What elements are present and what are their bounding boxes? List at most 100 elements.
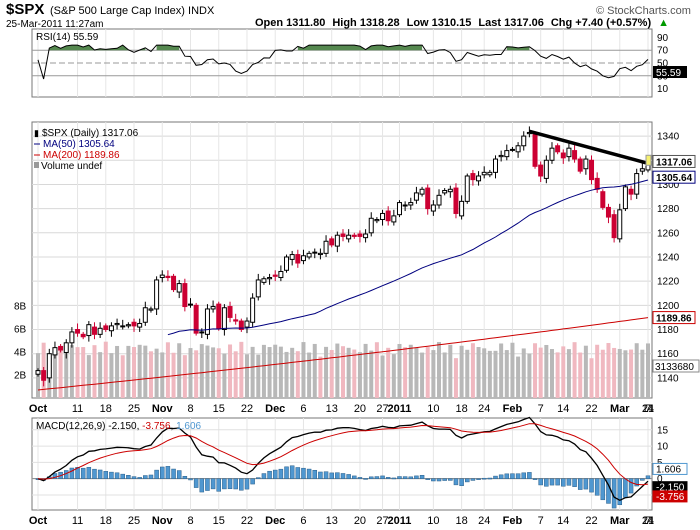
volume-bar: [600, 349, 605, 398]
macd-histogram-bar: [318, 471, 323, 479]
volume-bar: [465, 349, 470, 398]
volume-bar: [267, 347, 272, 398]
volume-bar: [566, 349, 571, 398]
macd-histogram-bar: [408, 476, 414, 479]
price-badge-text: 1189.86: [656, 314, 692, 325]
volume-bar: [301, 342, 306, 398]
macd-histogram-bar: [561, 478, 566, 487]
macd-histogram-bar: [312, 469, 318, 479]
candle-body: [639, 168, 645, 172]
volume-bar: [120, 355, 125, 398]
x-axis-label: 10: [427, 403, 439, 415]
volume-bar: [612, 347, 617, 398]
macd-histogram-bar: [363, 478, 368, 480]
x-axis-label: Feb: [503, 403, 523, 415]
volume-bar: [244, 354, 249, 398]
x-axis-label: 7: [645, 515, 651, 527]
x-axis-label: 22: [585, 403, 597, 415]
last-marker: [645, 154, 652, 166]
macd-histogram-bar: [295, 467, 301, 479]
x-axis-label: 7: [538, 403, 544, 415]
volume-bar: [583, 345, 588, 398]
x-axis-label: Oct: [29, 403, 48, 415]
volume-bar: [81, 347, 86, 398]
high-value: High 1318.28: [332, 17, 400, 29]
candle-body: [611, 214, 617, 239]
macd-histogram-bar: [572, 478, 577, 487]
macd-histogram-bar: [544, 478, 549, 487]
candle-body: [481, 171, 487, 176]
candle-body: [52, 347, 58, 356]
ohlc-summary: Open 1311.80 High 1318.28 Low 1310.15 Last …: [255, 17, 676, 29]
macd-histogram-bar: [498, 474, 504, 479]
volume-bar: [216, 348, 221, 398]
x-axis-label: Nov: [152, 515, 174, 527]
price-tick-label: 1340: [657, 132, 680, 143]
volume-bar: [318, 356, 323, 398]
candle-body: [193, 304, 199, 334]
candle-body: [137, 322, 143, 328]
price-badge: [652, 170, 696, 184]
macd-badge-text: -3.756: [656, 492, 685, 503]
volume-bar: [324, 346, 329, 398]
volume-bar: [329, 349, 334, 398]
x-axis-label: 6: [300, 515, 306, 527]
volume-bar: [453, 358, 458, 398]
candle-body: [436, 194, 442, 206]
macd-histogram-bar: [143, 475, 148, 479]
macd-histogram-bar: [239, 478, 244, 491]
candle-body: [464, 175, 470, 202]
candle-body: [628, 188, 634, 195]
macd-histogram-bar: [131, 476, 137, 479]
macd-histogram-bar: [199, 478, 205, 493]
stockcharts-brand[interactable]: © StockCharts.com: [596, 5, 691, 17]
macd-histogram-bar: [538, 478, 543, 486]
candle-body: [182, 283, 188, 308]
x-axis-label: 21: [642, 403, 654, 415]
macd-histogram-bar: [193, 478, 199, 488]
volume-bar: [470, 343, 475, 398]
candle-body: [272, 274, 278, 277]
x-axis-label: Feb: [503, 515, 523, 527]
candle-body: [35, 370, 41, 375]
macd-histogram-bar: [628, 478, 634, 494]
rsi-tick-label: 10: [657, 84, 669, 95]
x-axis-label: 13: [326, 403, 338, 415]
volume-bar: [58, 350, 63, 398]
x-axis-label: 18: [455, 403, 467, 415]
candle-body: [617, 209, 623, 240]
macd-histogram-bar: [532, 478, 538, 480]
macd-histogram-bar: [284, 466, 289, 479]
macd-histogram-bar: [385, 477, 391, 479]
x-axis-label: 14: [642, 403, 654, 415]
macd-histogram-bar: [606, 478, 611, 504]
candle-body: [589, 159, 595, 181]
macd-histogram-bar: [425, 478, 430, 480]
macd-histogram-bar: [481, 477, 487, 480]
x-axis-label: Mar: [610, 515, 630, 527]
candle-body: [447, 188, 453, 193]
x-axis-label: Dec: [265, 515, 285, 527]
volume-bar: [380, 355, 385, 398]
price-tick-label: 1260: [657, 228, 680, 239]
macd-histogram-bar: [352, 475, 357, 479]
candle-body: [176, 283, 182, 293]
x-axis-label: 25: [128, 403, 140, 415]
macd-histogram-bar: [165, 466, 171, 479]
x-axis-label: 27: [376, 515, 388, 527]
candle-body: [425, 187, 431, 210]
volume-bar: [273, 344, 278, 398]
candle-body: [75, 329, 81, 334]
macd-histogram-bar: [380, 475, 385, 479]
volume-bar: [295, 351, 300, 398]
rsi-panel: 9070503010 RSI(14) 55.59 55.59: [31, 28, 687, 98]
macd-histogram-bar: [261, 473, 267, 479]
price-badge-text: 1305.64: [656, 173, 693, 184]
volume-bar: [634, 343, 639, 398]
candle-body: [622, 186, 628, 210]
x-axis-label: 10: [427, 515, 439, 527]
rsi-line: [37, 44, 649, 80]
candle-body: [515, 145, 521, 153]
price-tick-label: 1140: [657, 373, 679, 384]
